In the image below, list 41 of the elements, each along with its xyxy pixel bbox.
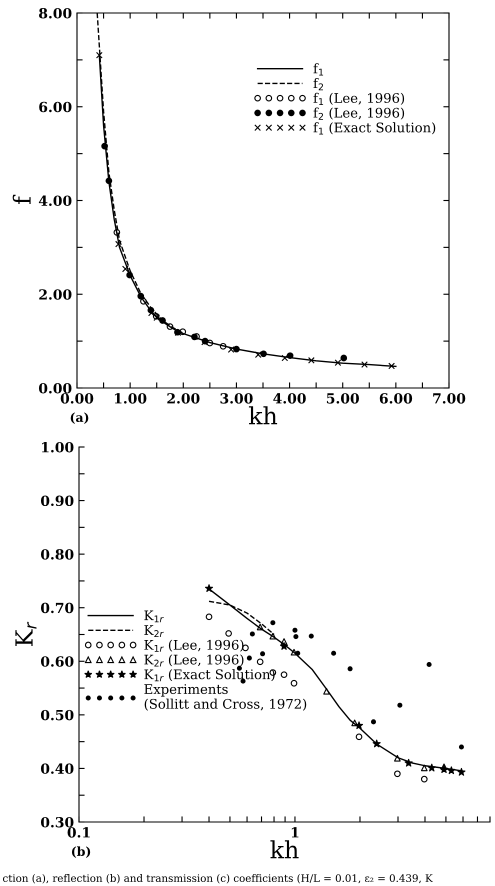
legend-label: K$_{1r}$ xyxy=(144,610,164,622)
legend-label: f$_{1}$ (Lee, 1996) xyxy=(314,92,404,105)
x-tick-label: 0.00 xyxy=(60,393,94,404)
legend-label: f$_{2}$ (Lee, 1996) xyxy=(314,108,404,120)
y-tick-label: 6.00 xyxy=(39,102,72,112)
x-tick-label: 1 xyxy=(292,827,298,838)
y-tick-label: 0.70 xyxy=(40,602,74,614)
x-axis-title: kh xyxy=(270,840,299,858)
x-tick-label: 2.00 xyxy=(167,393,200,404)
y-tick-label: 8.00 xyxy=(39,8,72,18)
x-tick-label: 1.00 xyxy=(114,393,146,404)
y-tick-label: 0.60 xyxy=(40,656,74,667)
legend-label: K$_{2r}$ xyxy=(144,625,164,638)
y-axis-title: K$_{r}$ xyxy=(15,622,36,646)
legend-label: f$_{1}$ xyxy=(314,63,324,76)
x-tick-label: 5.00 xyxy=(326,393,359,404)
legend-label: f$_{1}$ (Exact Solution) xyxy=(314,122,436,134)
y-tick-label: 0.00 xyxy=(38,382,72,394)
y-tick-label: 0.50 xyxy=(40,710,74,720)
x-tick-label: 7.00 xyxy=(433,393,466,404)
legend-label: K$_{1r}$ (Exact Solution) xyxy=(144,669,275,682)
y-tick-label: 4.00 xyxy=(38,195,72,206)
x-axis-title: kh xyxy=(248,406,278,424)
y-tick-label: 0.30 xyxy=(40,816,74,828)
y-tick-label: 0.90 xyxy=(40,496,74,506)
text: (a) xyxy=(70,412,88,424)
y-tick-label: 2.00 xyxy=(39,289,72,300)
text: ction (a), reflection (b) and transmission (c) coefficients (H/L = 0.01, ε₂ = 0.439, K xyxy=(2,874,433,884)
y-tick-label: 0.40 xyxy=(40,763,74,774)
legend-label: Experiments (Sollitt and Cross, 1972) xyxy=(144,684,306,711)
legend-label: K$_{1r}$ (Lee, 1996) xyxy=(144,640,244,652)
y-tick-label: 0.80 xyxy=(40,549,74,560)
y-axis-title: f xyxy=(12,194,31,204)
x-tick-label: 6.00 xyxy=(380,393,412,404)
x-tick-label: 0.1 xyxy=(68,827,90,838)
legend-label: K$_{2r}$ (Lee, 1996) xyxy=(144,654,244,667)
y-tick-label: 1.00 xyxy=(42,442,74,452)
text: (b) xyxy=(72,846,90,858)
legend-label: f$_{2}$ xyxy=(314,78,324,90)
x-tick-label: 4.00 xyxy=(273,393,306,404)
x-tick-label: 3.00 xyxy=(220,393,253,404)
